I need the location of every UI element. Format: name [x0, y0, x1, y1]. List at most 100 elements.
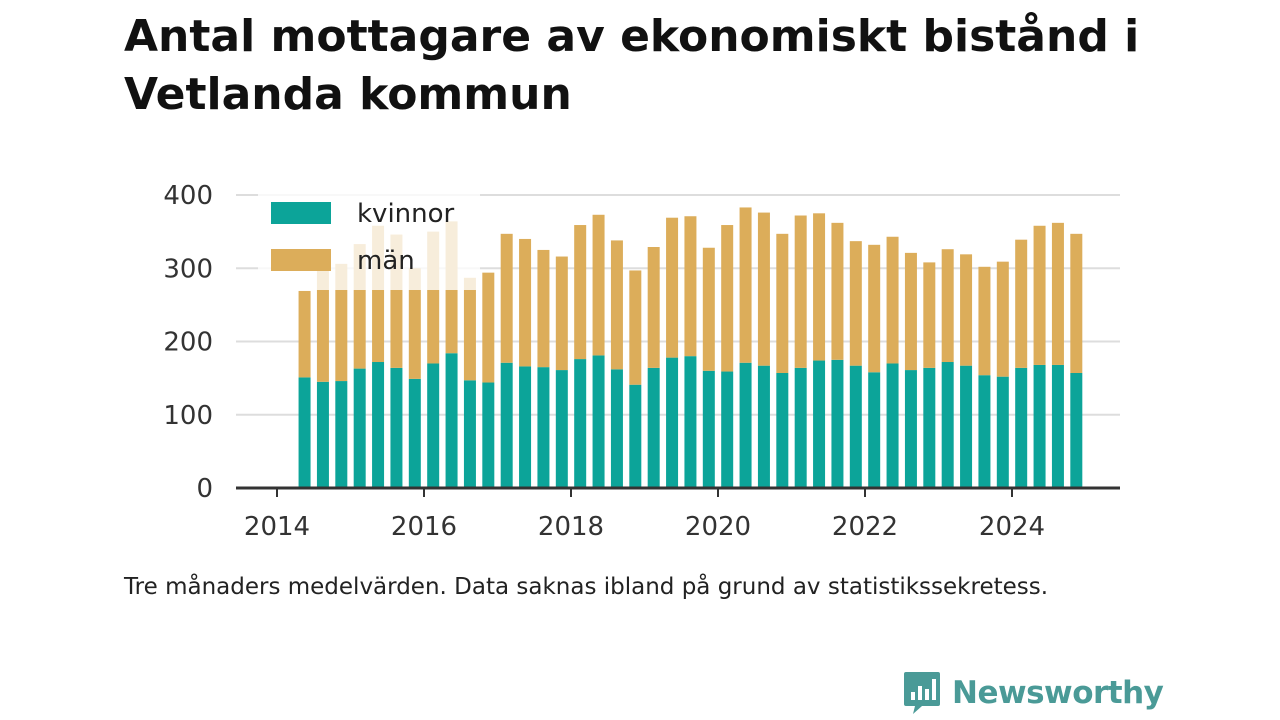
bar-kvinnor [372, 362, 385, 488]
bar-man [647, 247, 660, 368]
bar-kvinnor [298, 377, 311, 488]
bar-man [849, 241, 862, 366]
bar-kvinnor [702, 370, 715, 488]
bar-man [408, 268, 421, 379]
bar-kvinnor [353, 368, 366, 488]
x-tick-label: 2016 [391, 512, 457, 542]
bar-kvinnor [886, 363, 899, 488]
bar-man [813, 213, 826, 361]
bar-man [996, 261, 1009, 377]
bar-kvinnor [408, 378, 421, 488]
bar-man [941, 249, 954, 363]
bar-kvinnor [868, 372, 881, 488]
legend-swatch [271, 202, 331, 224]
bar-kvinnor [776, 372, 789, 488]
bar-man [1051, 222, 1064, 365]
y-tick-label: 300 [163, 254, 213, 284]
bar-kvinnor [610, 369, 623, 488]
bar-kvinnor [721, 371, 734, 488]
bar-man [831, 222, 844, 360]
bar-man [904, 252, 917, 371]
bar-kvinnor [666, 357, 679, 488]
y-tick-label: 400 [163, 181, 213, 211]
bar-man [721, 225, 734, 372]
y-axis-labels: 0 100 200 300 400 [163, 181, 213, 504]
bar-man [1033, 225, 1046, 365]
brand: Newsworthy [902, 668, 1164, 718]
bar-kvinnor [482, 382, 495, 488]
x-tick-label: 2018 [538, 512, 604, 542]
bar-kvinnor [978, 375, 991, 488]
x-axis: 2014 2016 2018 2020 2022 2024 [236, 486, 1120, 542]
bar-man [1015, 239, 1028, 368]
bar-man [702, 247, 715, 371]
bar-kvinnor [831, 359, 844, 488]
x-tick-label: 2024 [979, 512, 1045, 542]
bar-man [739, 207, 752, 363]
bar-man [1070, 233, 1083, 373]
bar-kvinnor [794, 367, 807, 488]
bars [298, 207, 1083, 488]
bar-man [610, 240, 623, 370]
bar-man [335, 263, 348, 382]
bar-kvinnor [923, 367, 936, 488]
x-tick-label: 2014 [244, 512, 310, 542]
legend: kvinnor män [258, 190, 480, 290]
bar-kvinnor [739, 362, 752, 488]
bar-kvinnor [390, 367, 403, 488]
bar-kvinnor [941, 362, 954, 488]
bar-man [886, 236, 899, 364]
bar-man [500, 233, 513, 363]
bar-kvinnor [849, 365, 862, 488]
bar-kvinnor [1070, 372, 1083, 488]
bar-kvinnor [316, 381, 329, 488]
bar-man [298, 290, 311, 378]
bar-kvinnor [500, 362, 513, 488]
bar-kvinnor [519, 366, 532, 488]
bar-kvinnor [427, 363, 440, 488]
bar-kvinnor [684, 356, 697, 488]
bar-kvinnor [592, 355, 605, 488]
bar-man [923, 262, 936, 368]
bar-kvinnor [629, 384, 642, 488]
bar-kvinnor [647, 367, 660, 488]
bar-kvinnor [1015, 367, 1028, 488]
bar-man [592, 214, 605, 356]
newsworthy-logo-icon [904, 672, 940, 714]
bar-kvinnor [463, 380, 476, 488]
brand-name: Newsworthy [952, 675, 1164, 711]
bar-kvinnor [1033, 364, 1046, 488]
bar-kvinnor [904, 370, 917, 488]
bar-man [868, 244, 881, 373]
bar-kvinnor [445, 353, 458, 488]
bar-man [684, 216, 697, 357]
bar-kvinnor [335, 381, 348, 488]
bar-kvinnor [537, 367, 550, 488]
bar-man [574, 225, 587, 360]
footnote: Tre månaders medelvärden. Data saknas ib… [124, 574, 1049, 600]
x-tick-label: 2022 [832, 512, 898, 542]
bar-kvinnor [996, 376, 1009, 488]
bar-man [757, 212, 770, 366]
bar-man [316, 270, 329, 382]
bar-kvinnor [555, 370, 568, 488]
bar-man [482, 272, 495, 383]
bar-man [537, 249, 550, 368]
legend-label: kvinnor [357, 199, 455, 229]
bar-kvinnor [813, 360, 826, 488]
bar-kvinnor [1051, 364, 1064, 488]
bar-man [629, 270, 642, 385]
bar-kvinnor [574, 359, 587, 488]
bar-man [463, 277, 476, 381]
bar-man [666, 217, 679, 358]
bar-kvinnor [960, 365, 973, 488]
y-tick-label: 100 [163, 401, 213, 431]
bar-man [519, 238, 532, 367]
legend-label: män [357, 246, 415, 276]
x-tick-label: 2020 [685, 512, 751, 542]
chart-title: Antal mottagare av ekonomiskt bistånd i … [124, 11, 1140, 120]
bar-kvinnor [757, 365, 770, 488]
bar-man [794, 215, 807, 368]
bar-man [960, 254, 973, 366]
